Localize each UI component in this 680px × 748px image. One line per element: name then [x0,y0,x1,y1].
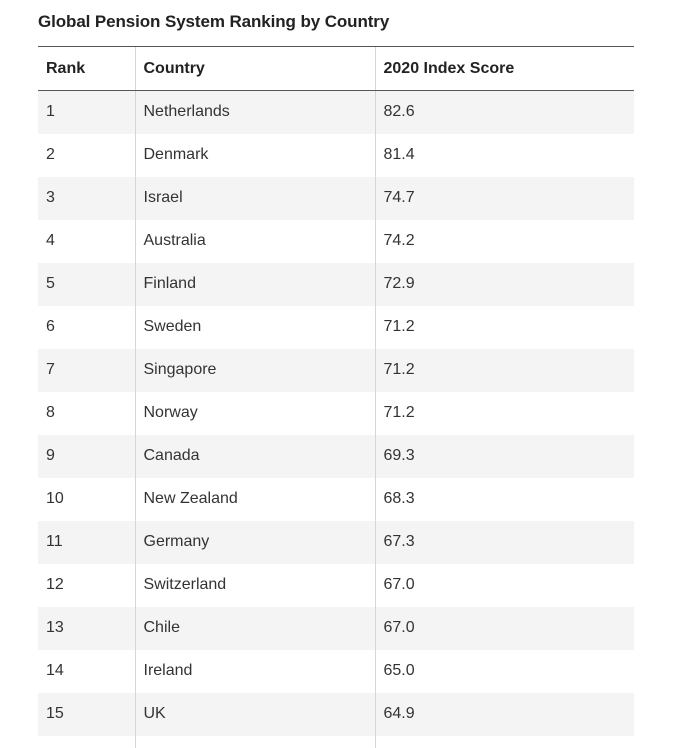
rank-cell: 10 [46,490,64,507]
rank-cell: 8 [46,404,55,421]
table-row: 1 Netherlands 82.6 [38,90,634,134]
table-row: 5 Finland 72.9 [38,262,634,306]
score-cell: 72.9 [374,262,634,306]
score-cell: 74.7 [374,176,634,220]
country-cell: Denmark [134,133,375,177]
country-cell: Germany [134,520,375,564]
table-header: Rank Country 2020 Index Score [38,46,634,91]
table-row: 9 Canada 69.3 [38,434,634,478]
rank-cell: 3 [46,189,55,206]
rank-cell: 6 [46,318,55,335]
score-cell: 82.6 [374,90,634,134]
ranking-table: Rank Country 2020 Index Score 1 Netherlan… [38,46,634,748]
rank-cell: 14 [46,662,64,679]
country-cell: Netherlands [134,90,375,134]
rank-cell: 11 [46,533,63,550]
country-cell: New Zealand [134,477,375,521]
table-row: 10 New Zealand 68.3 [38,477,634,521]
table-row: 3 Israel 74.7 [38,176,634,220]
table-row: 8 Norway 71.2 [38,391,634,435]
ranking-table-container: Rank Country 2020 Index Score 1 Netherlan… [38,46,634,748]
table-row: 11 Germany 67.3 [38,520,634,564]
rank-cell: 15 [46,705,64,722]
score-cell: 71.2 [374,348,634,392]
country-cell: Chile [134,606,375,650]
rank-cell: 12 [46,576,64,593]
score-cell: 71.2 [374,305,634,349]
rank-cell: 1 [46,103,55,121]
table-row: 7 Singapore 71.2 [38,348,634,392]
score-cell: 67.0 [374,606,634,650]
score-cell: 65.0 [374,649,634,693]
table-row: 13 Chile 67.0 [38,606,634,650]
country-cell: Israel [134,176,375,220]
country-cell: Finland [134,262,375,306]
rank-cell: 4 [46,232,55,249]
country-cell: Australia [134,219,375,263]
table-row: 12 Switzerland 67.0 [38,563,634,607]
score-cell: 67.0 [374,563,634,607]
country-cell: Singapore [134,348,375,392]
header-score: 2020 Index Score [374,46,634,91]
table-body: 1 Netherlands 82.6 2 Denmark 81.4 3 Israel 74.7 4… [38,90,634,748]
country-cell: Canada [134,434,375,478]
score-cell: 74.2 [374,219,634,263]
rank-cell: 2 [46,146,55,163]
country-cell: Ireland [134,649,375,693]
header-rank: Rank [38,46,135,91]
score-cell: 64.9 [374,692,634,736]
score-cell: 67.3 [374,520,634,564]
country-cell: Norway [134,391,375,435]
country-cell: UK [134,692,375,736]
rank-cell: 7 [46,361,55,378]
rank-cell: 9 [46,447,55,464]
score-cell: 69.3 [374,434,634,478]
table-row: 2 Denmark 81.4 [38,133,634,177]
rank-cell: 5 [46,275,55,292]
table-row: 14 Ireland 65.0 [38,649,634,693]
score-cell: 68.3 [374,477,634,521]
table-row: 4 Australia 74.2 [38,219,634,263]
score-cell: 81.4 [374,133,634,177]
header-row: Rank Country 2020 Index Score [38,46,634,91]
country-cell: Switzerland [134,563,375,607]
page-title: Global Pension System Ranking by Country [38,12,390,31]
header-country: Country [134,46,375,91]
score-cell: 71.2 [374,391,634,435]
table-row: 15 UK 64.9 [38,692,634,736]
table-row: 6 Sweden 71.2 [38,305,634,349]
rank-cell: 13 [46,619,64,636]
country-cell: Sweden [134,305,375,349]
